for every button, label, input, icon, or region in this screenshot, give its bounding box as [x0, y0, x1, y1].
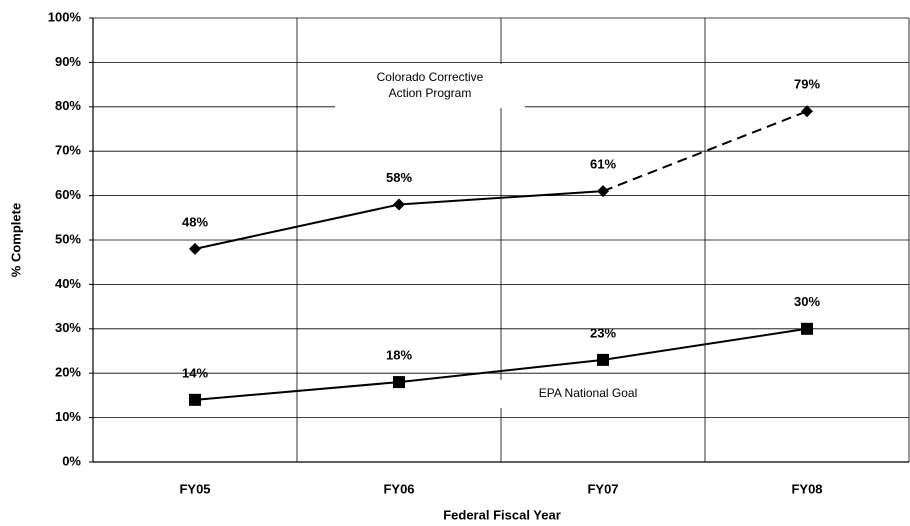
data-label: 48% — [182, 214, 208, 229]
data-label: 18% — [386, 348, 412, 363]
series-line-segment — [194, 381, 400, 401]
annotation-background — [493, 380, 683, 408]
series-line-segment — [194, 203, 400, 250]
y-tick-label: 50% — [55, 231, 81, 246]
marker — [597, 185, 609, 198]
y-tick-label: 20% — [55, 365, 81, 380]
annotation: Action Program — [389, 86, 472, 100]
data-label: 58% — [386, 170, 412, 185]
y-tick-label: 30% — [55, 320, 81, 335]
marker — [189, 242, 201, 255]
x-tick-label: FY05 — [179, 481, 210, 496]
marker — [393, 376, 405, 389]
x-tick-label: FY07 — [587, 481, 618, 496]
marker — [801, 322, 813, 335]
series-line-segment — [398, 190, 604, 206]
y-tick-label: 40% — [55, 276, 81, 291]
y-tick-label: 90% — [55, 54, 81, 69]
data-label: 14% — [182, 365, 208, 380]
data-label: 79% — [794, 77, 820, 92]
annotation: EPA National Goal — [539, 386, 638, 400]
y-tick-label: 100% — [48, 9, 82, 24]
marker — [597, 353, 609, 366]
marker — [801, 105, 813, 118]
series-line-segment — [602, 110, 808, 193]
series-line-segment — [602, 327, 808, 361]
marker — [189, 393, 201, 406]
y-tick-label: 70% — [55, 143, 81, 158]
data-label: 30% — [794, 294, 820, 309]
y-tick-label: 80% — [55, 98, 81, 113]
y-axis-label: % Complete — [8, 203, 23, 277]
marker — [393, 198, 405, 211]
annotation-background — [335, 64, 525, 108]
x-tick-label: FY06 — [383, 481, 414, 496]
y-tick-label: 60% — [55, 187, 81, 202]
series-line-segment — [398, 358, 604, 384]
y-tick-label: 0% — [62, 453, 81, 468]
x-tick-label: FY08 — [791, 481, 822, 496]
y-tick-label: 10% — [55, 409, 81, 424]
data-label: 23% — [590, 325, 616, 340]
x-axis-label: Federal Fiscal Year — [443, 507, 561, 522]
data-label: 61% — [590, 157, 616, 172]
annotation: Colorado Corrective — [377, 70, 484, 84]
